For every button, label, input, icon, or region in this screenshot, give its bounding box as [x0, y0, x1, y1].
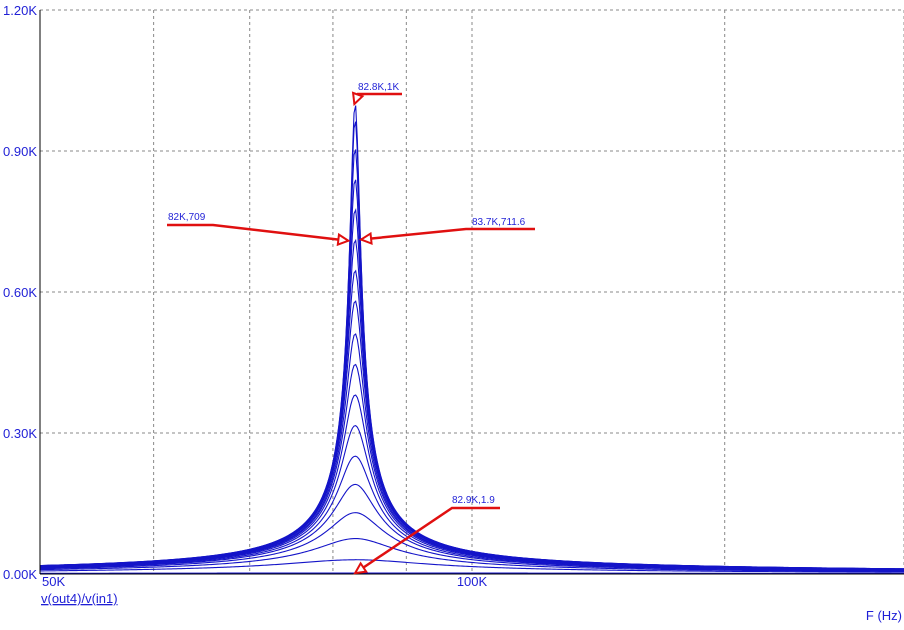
x-tick-label: 100K — [457, 574, 488, 589]
annotation-label: 82K,709 — [168, 212, 206, 223]
y-tick-labels: 0.00K 0.30K 0.60K 0.90K 1.20K — [3, 3, 37, 582]
y-tick-label: 0.30K — [3, 426, 37, 441]
annotation-label: 82.8K,1K — [358, 82, 399, 93]
annotation-leader — [360, 227, 535, 241]
x-axis-label: F (Hz) — [866, 608, 902, 623]
y-tick-label: 0.00K — [3, 567, 37, 582]
annotations: 82.8K,1K 82K,709 83.7K,711.6 82.9K,1.9 — [167, 82, 535, 575]
axes — [39, 10, 904, 575]
response-curves — [39, 105, 904, 575]
x-tick-labels: 50K 100K — [42, 574, 488, 589]
response-curve — [39, 537, 904, 573]
response-curve — [39, 238, 904, 570]
x-tick-label: 50K — [42, 574, 65, 589]
annotation-arrowhead — [358, 231, 373, 246]
response-curve — [39, 394, 904, 571]
annotation-arrowhead — [353, 561, 368, 575]
response-curve — [39, 559, 904, 573]
annotation-label: 82.9K,1.9 — [452, 495, 495, 506]
trace-name-label[interactable]: v(out4)/v(in1) — [41, 591, 118, 606]
y-tick-label: 1.20K — [3, 3, 37, 18]
response-curve — [39, 105, 904, 570]
annotation-label: 83.7K,711.6 — [472, 217, 526, 228]
annotation-leader — [354, 506, 500, 575]
annotation-arrowhead — [351, 91, 365, 107]
grid-lines — [39, 9, 904, 575]
annotation-leader — [167, 223, 349, 243]
annotation-arrowhead — [336, 232, 351, 247]
y-tick-label: 0.60K — [3, 285, 37, 300]
y-tick-label: 0.90K — [3, 144, 37, 159]
